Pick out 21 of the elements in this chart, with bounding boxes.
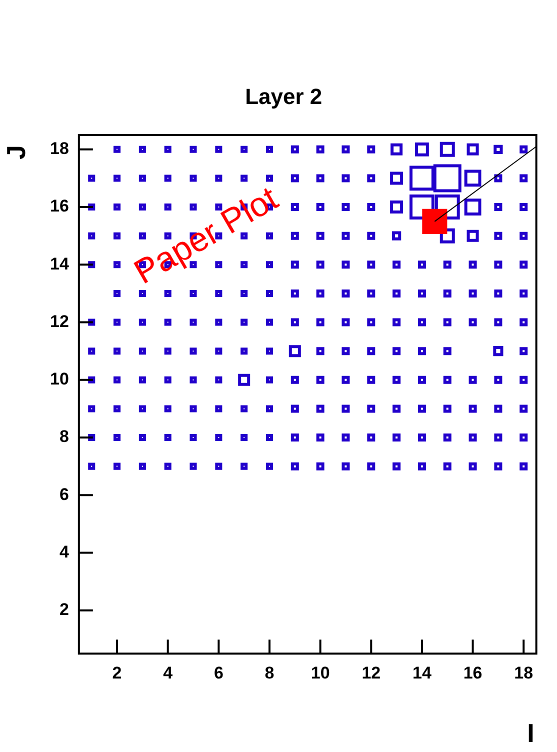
y-axis-title: J: [1, 145, 32, 160]
y-tick-label: 10: [50, 370, 69, 389]
y-tick-label: 14: [50, 254, 70, 274]
x-tick-label: 18: [514, 663, 534, 682]
y-tick-label: 6: [59, 484, 69, 504]
x-tick-label: 2: [112, 663, 122, 682]
y-tick-label: 4: [59, 542, 70, 562]
x-tick-label: 12: [362, 663, 381, 682]
x-axis-title: I: [527, 718, 534, 748]
y-tick-label: 2: [59, 600, 69, 620]
x-tick-label: 8: [264, 663, 274, 682]
x-tick-label: 14: [412, 663, 432, 682]
x-tick-label: 4: [163, 663, 174, 682]
chart-title: Layer 2: [245, 84, 322, 110]
y-tick-label: 18: [50, 139, 69, 158]
y-tick-label: 16: [50, 196, 69, 216]
x-tick-label: 10: [310, 663, 330, 682]
x-tick-label: 6: [214, 663, 224, 682]
x-tick-label: 16: [463, 663, 482, 682]
y-tick-label: 8: [59, 427, 69, 446]
y-tick-label: 12: [50, 312, 69, 331]
